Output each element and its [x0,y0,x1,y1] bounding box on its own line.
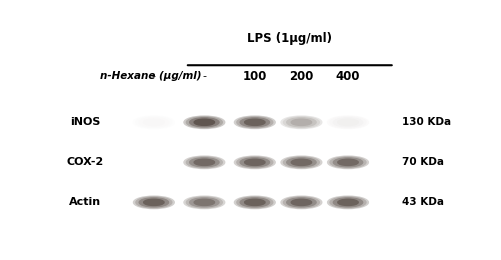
Ellipse shape [184,156,225,168]
Text: 130 KDa: 130 KDa [402,117,451,127]
Ellipse shape [281,196,322,209]
Ellipse shape [338,159,358,165]
Ellipse shape [144,119,164,125]
Ellipse shape [190,158,219,167]
Ellipse shape [194,199,214,205]
Ellipse shape [330,197,366,208]
Ellipse shape [287,118,316,127]
Ellipse shape [139,198,168,207]
Ellipse shape [237,117,273,128]
Ellipse shape [234,156,275,168]
Ellipse shape [184,116,225,128]
Text: 400: 400 [336,70,360,83]
Ellipse shape [186,157,222,168]
Text: 200: 200 [289,70,314,83]
Ellipse shape [244,159,265,165]
Ellipse shape [186,197,222,208]
Ellipse shape [244,199,265,205]
Ellipse shape [330,157,366,168]
Text: COX-2: COX-2 [67,157,104,167]
Text: iNOS: iNOS [70,117,100,127]
Ellipse shape [190,118,219,127]
Ellipse shape [133,116,174,128]
Ellipse shape [291,199,312,205]
Ellipse shape [284,157,319,168]
Ellipse shape [291,119,312,125]
Ellipse shape [281,156,322,168]
Ellipse shape [291,159,312,165]
Text: LPS (1μg/ml): LPS (1μg/ml) [247,32,332,45]
Ellipse shape [240,118,270,127]
Ellipse shape [333,118,363,127]
Ellipse shape [284,117,319,128]
Ellipse shape [333,158,363,167]
Text: -: - [202,71,206,81]
Ellipse shape [194,159,214,165]
Ellipse shape [186,117,222,128]
Ellipse shape [284,197,319,208]
Ellipse shape [328,116,368,128]
Ellipse shape [244,119,265,125]
Ellipse shape [194,119,214,125]
Ellipse shape [240,198,270,207]
Ellipse shape [328,156,368,168]
Ellipse shape [287,158,316,167]
Ellipse shape [184,196,225,209]
Text: n-Hexane (μg/ml): n-Hexane (μg/ml) [100,71,201,81]
Ellipse shape [133,196,174,209]
Text: -: - [152,71,156,81]
Ellipse shape [136,197,172,208]
Ellipse shape [330,117,366,128]
Ellipse shape [136,117,172,128]
Text: 70 KDa: 70 KDa [402,157,444,167]
Ellipse shape [281,116,322,128]
Ellipse shape [144,199,164,205]
Ellipse shape [234,116,275,128]
Ellipse shape [287,198,316,207]
Ellipse shape [338,199,358,205]
Ellipse shape [234,196,275,209]
Ellipse shape [240,158,270,167]
Ellipse shape [338,119,358,125]
Ellipse shape [333,198,363,207]
Ellipse shape [139,118,168,127]
Text: 43 KDa: 43 KDa [402,197,444,207]
Text: 100: 100 [242,70,267,83]
Ellipse shape [237,157,273,168]
Ellipse shape [190,198,219,207]
Ellipse shape [328,196,368,209]
Ellipse shape [237,197,273,208]
Text: Actin: Actin [69,197,101,207]
